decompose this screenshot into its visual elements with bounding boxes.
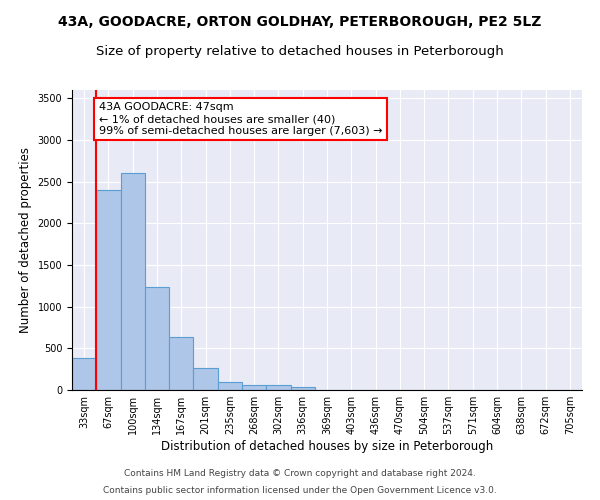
- Y-axis label: Number of detached properties: Number of detached properties: [19, 147, 32, 333]
- Bar: [242, 384, 266, 390]
- X-axis label: Distribution of detached houses by size in Peterborough: Distribution of detached houses by size …: [161, 440, 493, 453]
- Text: 43A, GOODACRE, ORTON GOLDHAY, PETERBOROUGH, PE2 5LZ: 43A, GOODACRE, ORTON GOLDHAY, PETERBOROU…: [58, 15, 542, 29]
- Bar: [193, 368, 218, 390]
- Text: 43A GOODACRE: 47sqm
← 1% of detached houses are smaller (40)
99% of semi-detache: 43A GOODACRE: 47sqm ← 1% of detached hou…: [99, 102, 382, 136]
- Text: Size of property relative to detached houses in Peterborough: Size of property relative to detached ho…: [96, 45, 504, 58]
- Text: Contains HM Land Registry data © Crown copyright and database right 2024.: Contains HM Land Registry data © Crown c…: [124, 468, 476, 477]
- Bar: [266, 385, 290, 390]
- Bar: [290, 386, 315, 390]
- Text: Contains public sector information licensed under the Open Government Licence v3: Contains public sector information licen…: [103, 486, 497, 495]
- Bar: [169, 336, 193, 390]
- Bar: [218, 382, 242, 390]
- Bar: [96, 190, 121, 390]
- Bar: [121, 174, 145, 390]
- Bar: [145, 286, 169, 390]
- Bar: [72, 358, 96, 390]
